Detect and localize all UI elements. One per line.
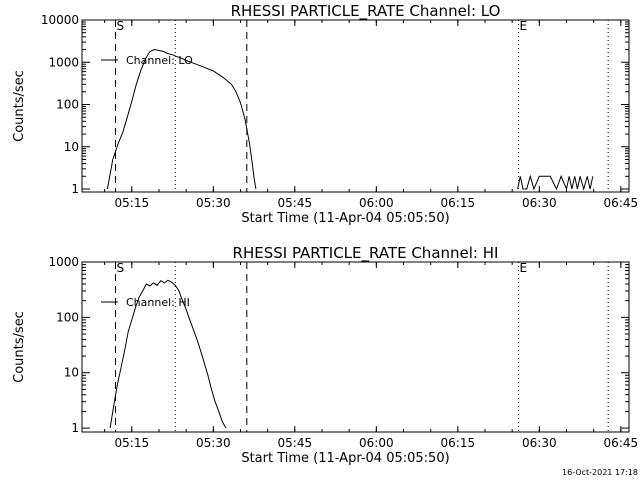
- x-tick-label: 06:15: [441, 196, 476, 210]
- x-tick-label: 05:15: [115, 196, 150, 210]
- legend-label: Channel: LO: [126, 54, 193, 67]
- plot-frame: [81, 19, 630, 193]
- y-axis-label: Counts/sec: [12, 311, 27, 383]
- x-axis-label: Start Time (11-Apr-04 05:05:50): [241, 211, 449, 226]
- y-tick-label: 1: [71, 421, 79, 435]
- x-tick-label: 05:45: [278, 436, 313, 450]
- y-tick-label: 10: [64, 366, 79, 380]
- x-tick-label: 06:15: [441, 436, 476, 450]
- marker-label: S: [117, 261, 125, 275]
- marker-label: E: [520, 261, 528, 275]
- chart-panel-lo: RHESSI PARTICLE_RATE Channel: LO 05:15 05:…: [12, 2, 638, 226]
- y-axis-label: Counts/sec: [12, 70, 27, 142]
- x-tick-label: 06:45: [604, 196, 639, 210]
- x-tick-label: 05:45: [278, 196, 313, 210]
- series-line: [517, 174, 594, 191]
- y-tick-label: 1: [71, 182, 79, 196]
- x-tick-label: 06:00: [359, 436, 394, 450]
- series-line: [109, 279, 227, 429]
- y-tick-label: 100: [56, 310, 79, 324]
- y-tick-label: 10: [64, 140, 79, 154]
- y-tick-label: 1000: [48, 255, 79, 269]
- series-line: [106, 48, 257, 190]
- x-tick-label: 05:30: [196, 436, 231, 450]
- y-tick-label: 10000: [41, 13, 79, 27]
- x-tick-label: 06:30: [522, 196, 557, 210]
- y-tick-label: 1000: [48, 55, 79, 69]
- x-tick-label: 05:15: [115, 436, 150, 450]
- plot-frame: [81, 261, 630, 433]
- x-tick-label: 06:00: [359, 196, 394, 210]
- marker-label: S: [117, 19, 125, 33]
- timestamp: 16-Oct-2021 17:18: [562, 468, 638, 477]
- x-tick-label: 06:45: [604, 436, 639, 450]
- legend-label: Channel: HI: [126, 296, 190, 309]
- chart-panel-hi: RHESSI PARTICLE_RATE Channel: HI 05:15 05:…: [12, 244, 638, 466]
- x-tick-label: 06:30: [522, 436, 557, 450]
- x-tick-label: 05:30: [196, 196, 231, 210]
- y-tick-label: 100: [56, 98, 79, 112]
- marker-label: E: [520, 19, 528, 33]
- chart-title: RHESSI PARTICLE_RATE Channel: LO: [231, 2, 501, 21]
- x-axis-label: Start Time (11-Apr-04 05:05:50): [241, 451, 449, 466]
- chart-title: RHESSI PARTICLE_RATE Channel: HI: [233, 244, 499, 263]
